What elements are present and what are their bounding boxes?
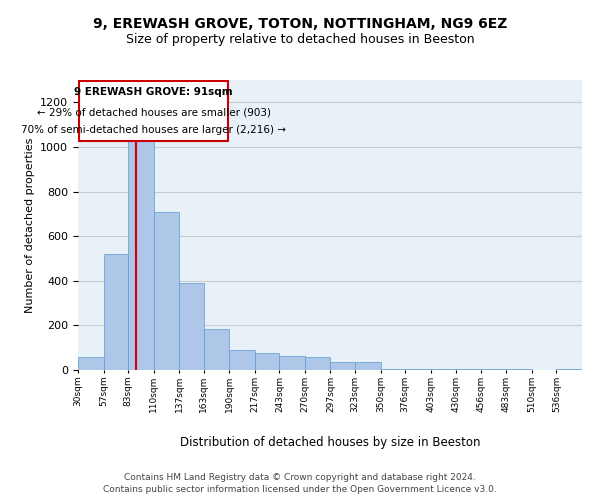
Bar [154, 212, 179, 370]
Bar [204, 328, 229, 370]
Text: 9 EREWASH GROVE: 91sqm: 9 EREWASH GROVE: 91sqm [74, 87, 233, 97]
Bar [456, 369, 481, 370]
Text: 9, EREWASH GROVE, TOTON, NOTTINGHAM, NG9 6EZ: 9, EREWASH GROVE, TOTON, NOTTINGHAM, NG9… [93, 18, 507, 32]
Bar [380, 369, 405, 370]
Bar [331, 362, 355, 370]
Bar [229, 350, 255, 370]
Bar [79, 82, 229, 141]
Bar [305, 356, 331, 370]
Text: Size of property relative to detached houses in Beeston: Size of property relative to detached ho… [125, 32, 475, 46]
Bar [355, 362, 380, 370]
Bar [556, 369, 582, 370]
Bar [481, 369, 506, 370]
Bar [78, 356, 104, 370]
Bar [255, 354, 280, 370]
Bar [431, 369, 456, 370]
Bar [104, 254, 128, 370]
Text: 70% of semi-detached houses are larger (2,216) →: 70% of semi-detached houses are larger (… [21, 125, 286, 135]
Text: Contains HM Land Registry data © Crown copyright and database right 2024.: Contains HM Land Registry data © Crown c… [124, 473, 476, 482]
Text: ← 29% of detached houses are smaller (903): ← 29% of detached houses are smaller (90… [37, 108, 271, 118]
Bar [280, 356, 305, 370]
Text: Distribution of detached houses by size in Beeston: Distribution of detached houses by size … [180, 436, 480, 449]
Bar [179, 283, 204, 370]
Bar [405, 369, 431, 370]
Bar [128, 102, 154, 370]
Y-axis label: Number of detached properties: Number of detached properties [25, 138, 35, 312]
Text: Contains public sector information licensed under the Open Government Licence v3: Contains public sector information licen… [103, 484, 497, 494]
Bar [506, 369, 532, 370]
